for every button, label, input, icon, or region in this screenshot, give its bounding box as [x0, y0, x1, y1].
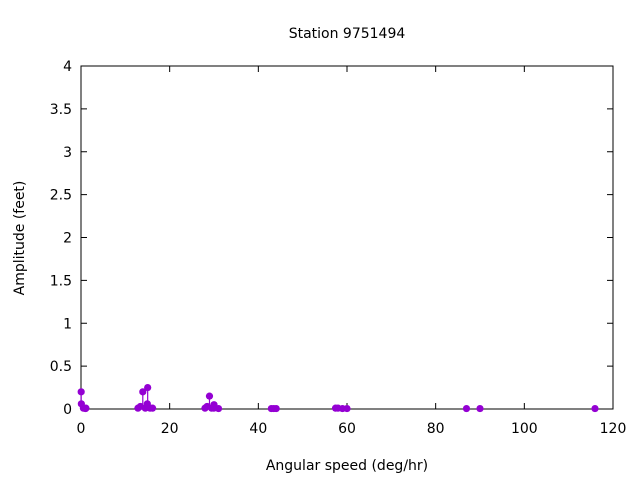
- data-point: [77, 388, 85, 396]
- x-tick-label: 120: [600, 421, 627, 437]
- y-axis-label: Amplitude (feet): [12, 181, 28, 296]
- chart-title: Station 9751494: [289, 26, 406, 42]
- y-tick-label: 3: [63, 145, 72, 161]
- y-tick-label: 4: [63, 59, 72, 75]
- y-tick-label: 3.5: [50, 102, 72, 118]
- x-axis-label: Angular speed (deg/hr): [266, 458, 428, 474]
- data-point: [214, 404, 223, 413]
- data-point: [144, 383, 152, 392]
- data-point: [591, 404, 599, 413]
- y-tick-label: 1: [63, 316, 72, 332]
- x-tick-label: 80: [427, 421, 445, 437]
- plot-border: [80, 65, 614, 410]
- data-point: [139, 388, 147, 396]
- y-tick-label: 0.5: [50, 359, 72, 375]
- data-point: [82, 404, 90, 412]
- x-tick-label: 40: [249, 421, 267, 437]
- data-point: [148, 404, 157, 412]
- x-tick-label: 20: [161, 421, 179, 437]
- data-point: [205, 392, 214, 400]
- x-tick-label: 100: [511, 421, 538, 437]
- x-tick-label: 60: [338, 421, 356, 437]
- y-tick-label: 1.5: [50, 273, 72, 289]
- y-tick-label: 2: [63, 231, 72, 247]
- y-tick-label: 2.5: [50, 188, 72, 204]
- data-point: [272, 404, 280, 413]
- data-point: [462, 404, 471, 413]
- y-tick-label: 0: [63, 402, 72, 418]
- x-tick-label: 0: [77, 421, 86, 437]
- data-point: [476, 404, 484, 413]
- data-point: [343, 404, 351, 413]
